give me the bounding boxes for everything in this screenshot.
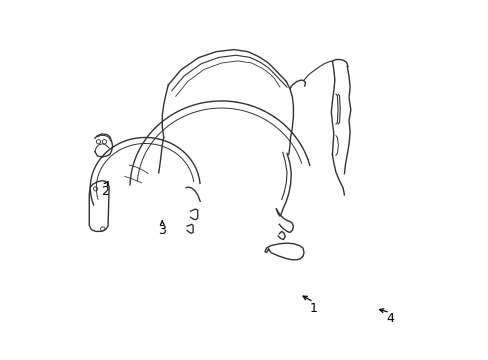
Text: 1: 1 xyxy=(309,302,317,315)
Text: 2: 2 xyxy=(102,185,109,198)
Text: 4: 4 xyxy=(385,312,393,325)
Text: 3: 3 xyxy=(158,224,166,237)
